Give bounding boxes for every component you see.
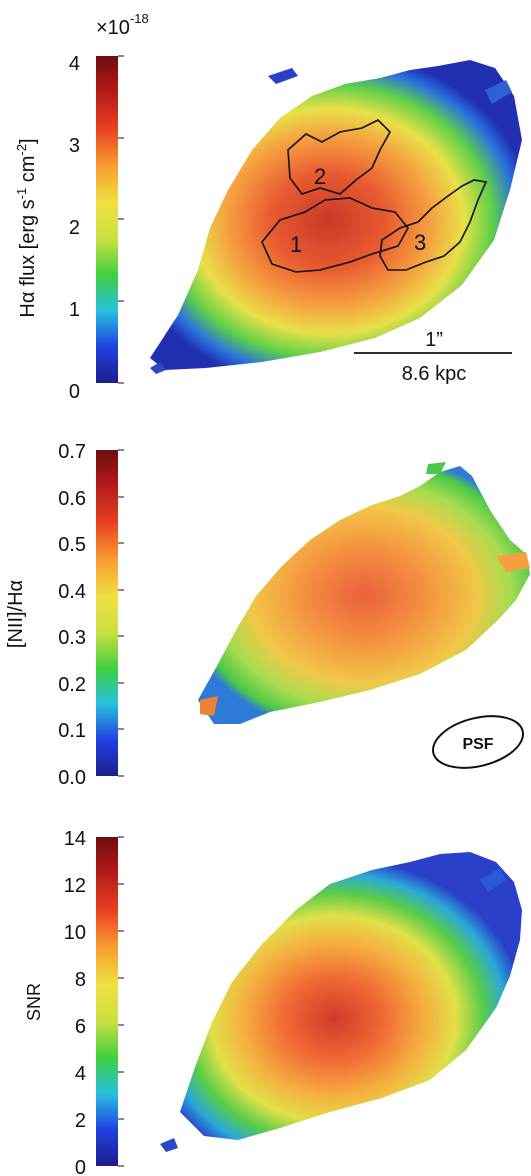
halpha-multiplier-base: ×10 (96, 17, 130, 39)
region-contour-3 (379, 179, 488, 271)
psf-ellipse (431, 715, 525, 769)
scale-bar-physical-label: 8.6 kpc (402, 363, 466, 385)
halpha-axis-label: Hα flux [erg s-1 cm-2] (14, 138, 39, 317)
nii-tick-label: 0.2 (58, 674, 86, 696)
halpha-map-blob (150, 362, 166, 374)
halpha-label-sup2: -2 (14, 144, 29, 156)
halpha-tick-label: 0 (69, 381, 80, 403)
nii-tick-label: 0.5 (58, 534, 86, 556)
snr-tick-label: 12 (64, 875, 86, 897)
scale-bar-angular-label: 1” (425, 329, 443, 351)
nii-axis-label: [NII]/Hα (5, 580, 27, 648)
halpha-multiplier: ×10-18 (96, 11, 149, 39)
region-label-2: 2 (314, 164, 326, 189)
nii-map-blob (496, 552, 530, 572)
nii-panel: 0.0 0.1 0.2 0.3 0.4 0.5 0.6 0.7 [NII]/Hα… (5, 441, 530, 789)
nii-map-blob (426, 462, 446, 474)
snr-tick-label: 0 (75, 1157, 86, 1176)
snr-colorbar (96, 837, 118, 1166)
nii-colorbar (96, 450, 118, 776)
region-label-1: 1 (290, 232, 302, 257)
snr-tick-label: 8 (75, 969, 86, 991)
halpha-map-blob (485, 80, 512, 104)
nii-tick-label: 0.6 (58, 488, 86, 510)
snr-tick-label: 6 (75, 1016, 86, 1038)
halpha-tick-label: 1 (69, 299, 80, 321)
snr-map-blob (480, 868, 506, 892)
region-contour-2 (287, 119, 391, 195)
halpha-panel: 0 1 2 3 4 ×10-18 Hα flux [erg s-1 cm-2] … (14, 11, 522, 403)
halpha-label-tail: ] (17, 138, 39, 144)
region-label-3: 3 (414, 230, 426, 255)
nii-tick-label: 0.3 (58, 627, 86, 649)
halpha-tick-label: 2 (69, 217, 80, 239)
halpha-label-sup1: -1 (14, 188, 29, 200)
halpha-tick-label: 3 (69, 135, 80, 157)
snr-map (160, 852, 522, 1152)
snr-panel: 0 2 4 6 8 10 12 14 SNR (24, 828, 522, 1176)
halpha-label-lead: Hα flux [erg s (17, 199, 39, 317)
nii-colorbar-ticks (118, 449, 124, 777)
halpha-map-body (150, 60, 522, 370)
snr-colorbar-ticks (118, 836, 124, 1167)
snr-tick-label: 2 (75, 1110, 86, 1132)
halpha-tick-label: 4 (69, 53, 80, 75)
snr-map-body (180, 852, 522, 1140)
nii-tick-label: 0.4 (58, 581, 86, 603)
region-contour-1 (261, 197, 409, 273)
nii-map-blob (200, 696, 218, 716)
halpha-colorbar-ticks (118, 55, 124, 384)
nii-tick-label: 0.0 (58, 767, 86, 789)
snr-map-blob (160, 1138, 178, 1152)
nii-tick-label: 0.7 (58, 441, 86, 463)
snr-tick-label: 14 (64, 828, 86, 850)
halpha-map-blob (268, 68, 298, 84)
nii-tick-label: 0.1 (58, 720, 86, 742)
snr-axis-label: SNR (24, 983, 44, 1021)
halpha-map: 1 2 3 (150, 60, 522, 374)
halpha-colorbar (96, 56, 118, 383)
snr-tick-label: 10 (64, 922, 86, 944)
psf-label: PSF (462, 736, 493, 753)
snr-tick-label: 4 (75, 1063, 86, 1085)
halpha-multiplier-exponent: -18 (130, 11, 149, 26)
nii-map (198, 462, 530, 724)
nii-map-body (198, 466, 530, 724)
halpha-label-mid: cm (17, 156, 39, 188)
